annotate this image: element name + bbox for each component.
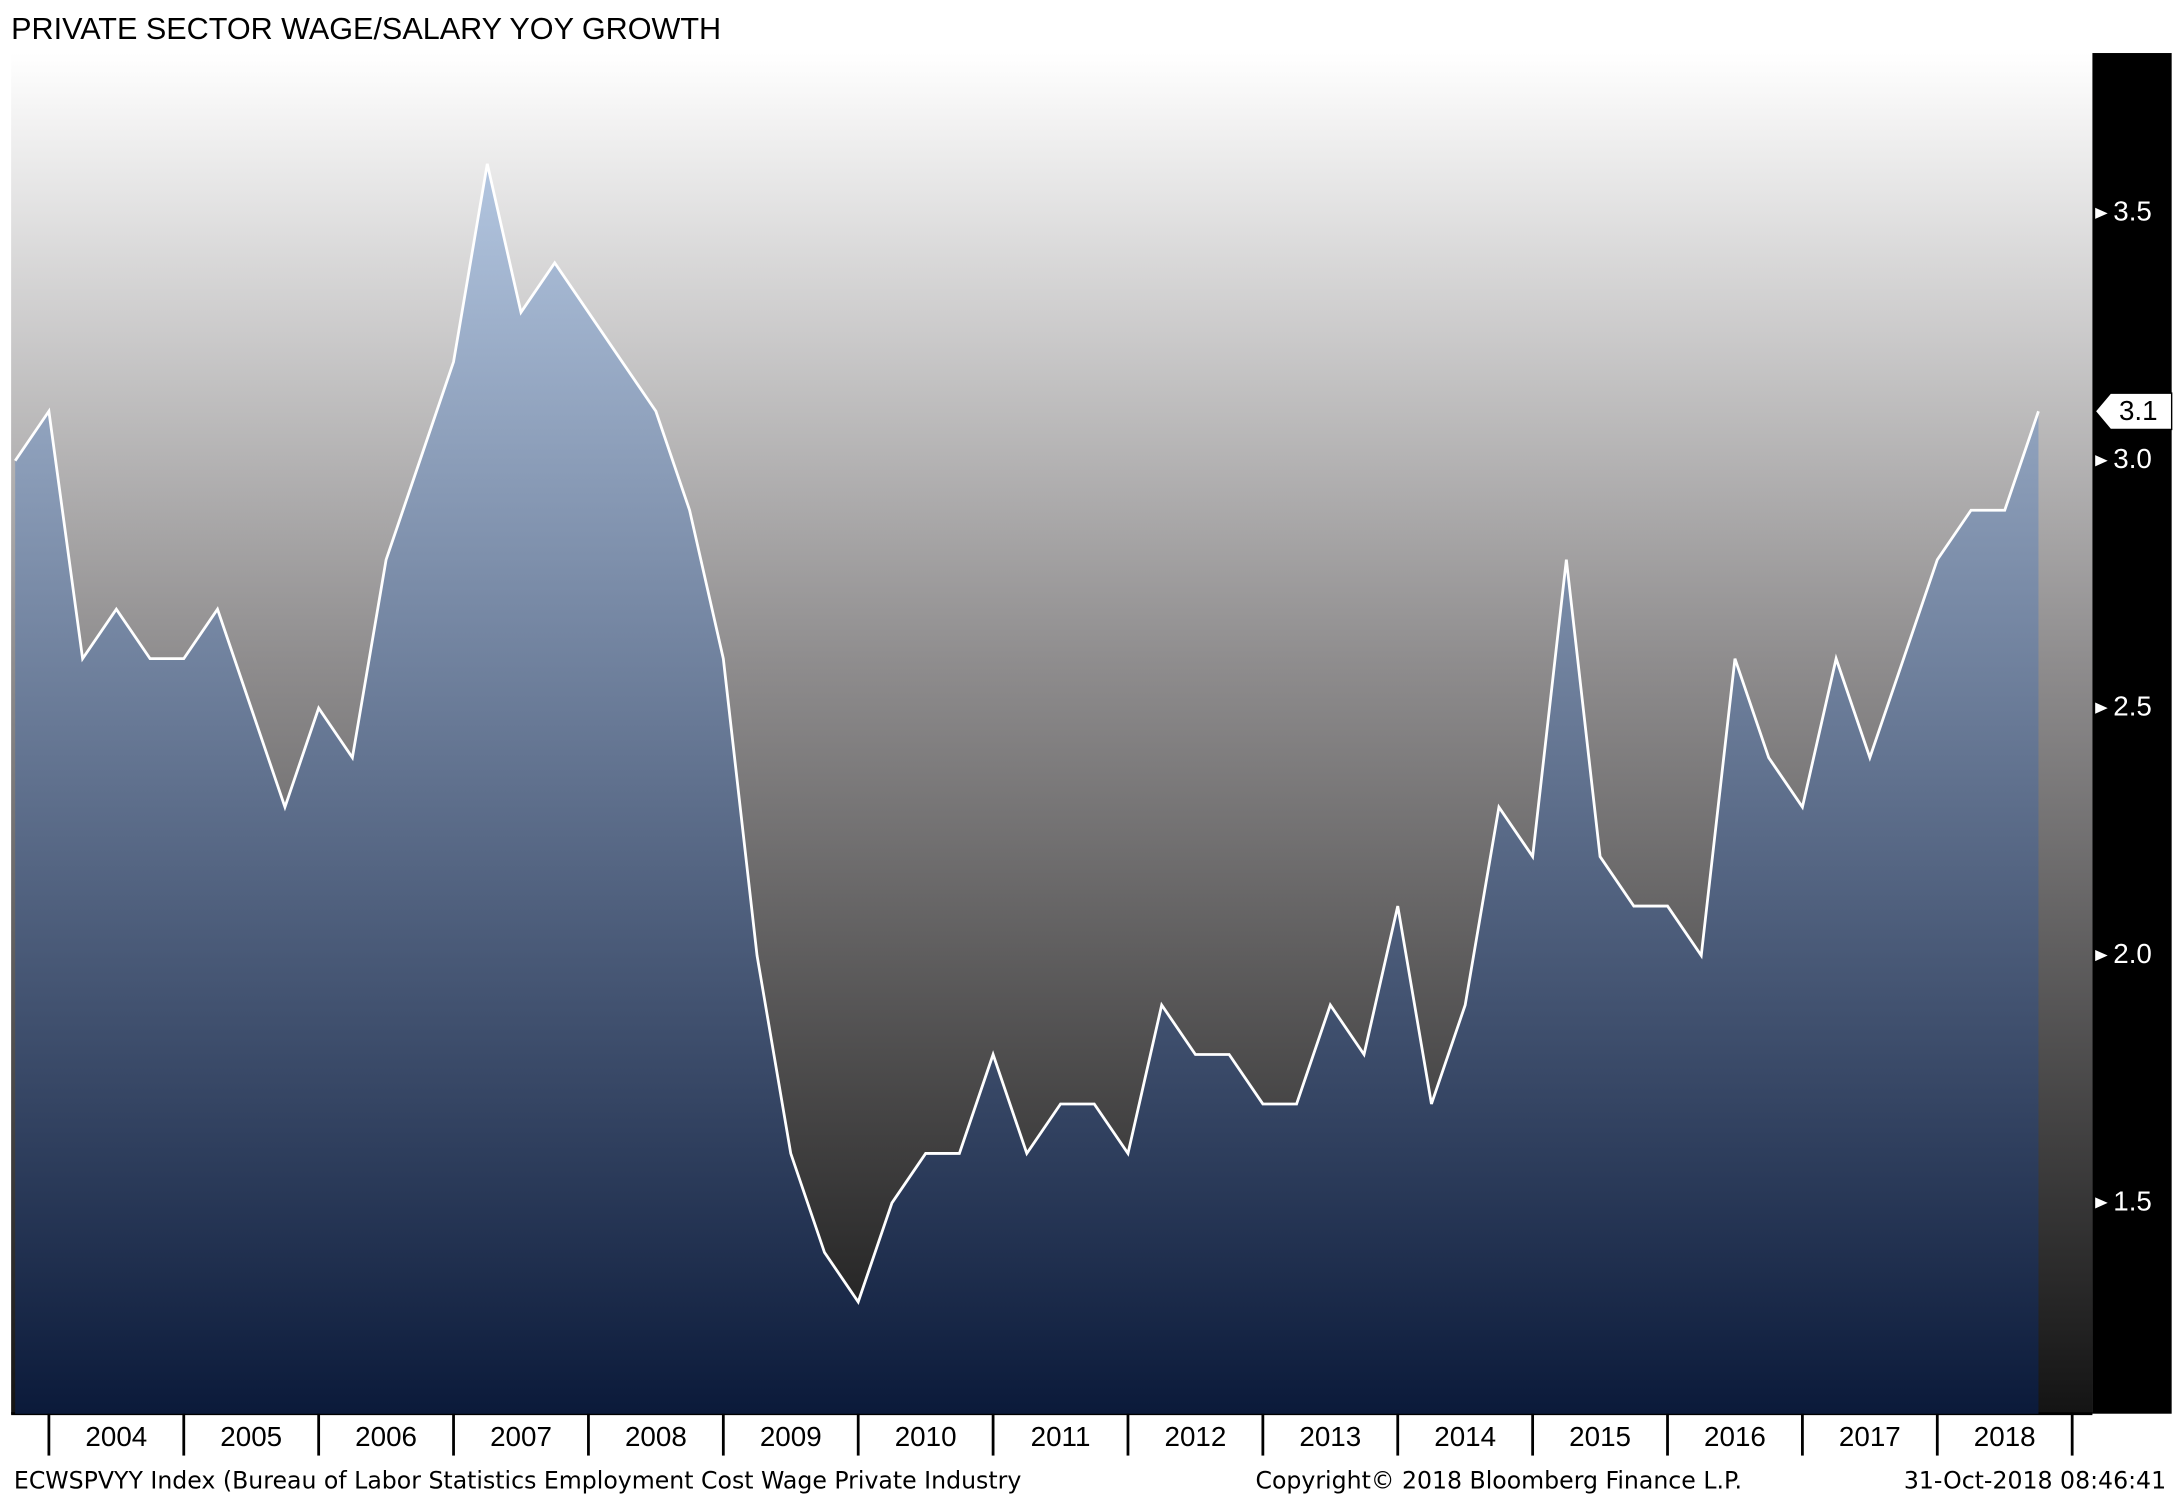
x-tick-label: 2018	[1974, 1421, 2036, 1452]
y-tick-label: 1.5	[2113, 1185, 2152, 1216]
y-tick-mark	[2095, 949, 2108, 962]
x-tick-label: 2009	[760, 1421, 822, 1452]
y-tick-mark	[2095, 1197, 2108, 1209]
x-tick-label: 2017	[1839, 1421, 1901, 1452]
x-tick-label: 2008	[625, 1421, 687, 1452]
series-line	[14, 163, 2040, 1305]
x-tick-label: 2012	[1165, 1421, 1227, 1452]
last-value-tag	[2094, 392, 2173, 431]
x-tick-label: 2015	[1569, 1421, 1631, 1452]
y-axis-band	[2092, 53, 2172, 1414]
area-fill	[15, 163, 2039, 1414]
last-value-label: 3.1	[2119, 395, 2158, 426]
x-tick-label: 2004	[85, 1421, 147, 1452]
y-tick-label: 2.0	[2113, 938, 2152, 969]
y-tick-label: 3.5	[2113, 196, 2152, 227]
y-tick-label: 2.5	[2113, 690, 2152, 721]
x-tick-label: 2007	[490, 1421, 552, 1452]
chart-title: PRIVATE SECTOR WAGE/SALARY YOY GROWTH	[11, 12, 721, 46]
x-tick-label: 2006	[355, 1421, 417, 1452]
y-tick-label: 3.0	[2113, 443, 2152, 474]
x-tick-label: 2014	[1434, 1421, 1496, 1452]
x-tick-label: 2010	[895, 1421, 957, 1452]
x-tick-label: 2013	[1299, 1421, 1361, 1452]
y-tick-mark	[2095, 207, 2108, 219]
source-note: ECWSPVYY Index (Bureau of Labor Statisti…	[14, 1467, 1021, 1495]
timestamp: 31-Oct-2018 08:46:41	[1904, 1467, 2166, 1495]
y-tick-mark	[2095, 702, 2108, 714]
x-tick-label: 2011	[1031, 1421, 1091, 1452]
x-tick-label: 2005	[220, 1421, 282, 1452]
copyright: Copyright© 2018 Bloomberg Finance L.P.	[1255, 1467, 1742, 1495]
x-tick-label: 2016	[1704, 1421, 1766, 1452]
y-tick-mark	[2095, 455, 2108, 467]
